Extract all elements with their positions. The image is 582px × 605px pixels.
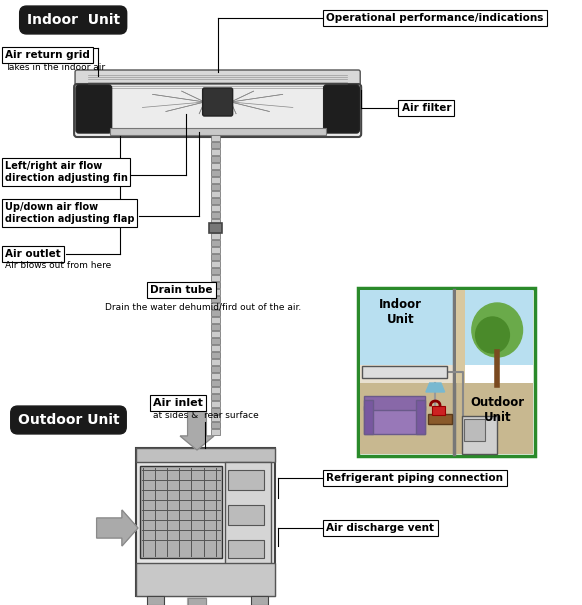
Bar bbox=[362, 366, 446, 378]
Bar bbox=[462, 416, 497, 454]
Bar bbox=[136, 448, 275, 596]
Bar bbox=[360, 365, 454, 383]
Bar bbox=[211, 296, 221, 302]
Bar bbox=[211, 422, 221, 428]
Bar bbox=[136, 448, 275, 462]
FancyBboxPatch shape bbox=[203, 88, 233, 116]
Polygon shape bbox=[97, 510, 138, 546]
Bar bbox=[211, 240, 221, 246]
Text: Refrigerant piping connection: Refrigerant piping connection bbox=[327, 473, 503, 483]
Bar bbox=[211, 331, 221, 337]
Polygon shape bbox=[180, 410, 214, 450]
Polygon shape bbox=[180, 598, 214, 605]
Bar bbox=[211, 338, 221, 344]
Bar bbox=[211, 177, 221, 183]
Bar bbox=[211, 219, 221, 225]
Bar bbox=[211, 156, 221, 162]
Bar bbox=[364, 406, 425, 434]
Bar bbox=[359, 288, 535, 456]
Bar bbox=[211, 387, 221, 393]
Bar bbox=[211, 366, 221, 372]
Text: Outdoor
Unit: Outdoor Unit bbox=[470, 396, 524, 424]
Text: Takes in the indoor air: Takes in the indoor air bbox=[5, 62, 105, 71]
Bar bbox=[211, 163, 221, 169]
Bar bbox=[364, 396, 425, 410]
Bar bbox=[211, 275, 221, 281]
Bar bbox=[416, 400, 425, 434]
Bar bbox=[136, 563, 275, 596]
Text: Air blows out from here: Air blows out from here bbox=[5, 261, 111, 270]
Text: Indoor  Unit: Indoor Unit bbox=[27, 13, 120, 27]
Bar bbox=[147, 596, 164, 605]
Bar bbox=[211, 191, 221, 197]
Bar bbox=[228, 470, 264, 490]
Bar bbox=[364, 400, 374, 434]
Bar bbox=[211, 282, 221, 288]
Bar bbox=[211, 394, 221, 400]
Text: Air discharge vent: Air discharge vent bbox=[327, 523, 434, 533]
Bar bbox=[360, 290, 533, 365]
Bar bbox=[228, 505, 264, 525]
Bar bbox=[211, 289, 221, 295]
Bar bbox=[211, 135, 221, 141]
Bar bbox=[211, 373, 221, 379]
Circle shape bbox=[475, 317, 509, 353]
FancyBboxPatch shape bbox=[74, 84, 361, 137]
Text: Air filter: Air filter bbox=[402, 103, 451, 113]
Bar bbox=[211, 254, 221, 260]
Bar bbox=[211, 212, 221, 218]
Bar bbox=[211, 408, 221, 414]
Bar bbox=[428, 414, 452, 424]
Text: Up/down air flow
direction adjusting flap: Up/down air flow direction adjusting fla… bbox=[5, 202, 134, 224]
Bar bbox=[209, 223, 222, 233]
Text: at sides &  rear surface: at sides & rear surface bbox=[153, 411, 258, 420]
Bar bbox=[228, 540, 264, 558]
Bar bbox=[464, 419, 485, 441]
Bar bbox=[110, 128, 325, 135]
Text: Air return grid: Air return grid bbox=[5, 50, 90, 60]
Bar bbox=[211, 310, 221, 316]
Bar bbox=[211, 359, 221, 365]
Bar bbox=[140, 466, 222, 558]
FancyBboxPatch shape bbox=[75, 70, 360, 92]
Bar bbox=[211, 184, 221, 190]
FancyBboxPatch shape bbox=[76, 85, 112, 133]
Text: Outdoor Unit: Outdoor Unit bbox=[17, 413, 119, 427]
Bar bbox=[456, 290, 465, 383]
Bar bbox=[211, 261, 221, 267]
Polygon shape bbox=[426, 383, 445, 392]
Bar bbox=[211, 247, 221, 253]
Bar bbox=[211, 268, 221, 274]
Bar bbox=[211, 415, 221, 421]
Text: Air outlet: Air outlet bbox=[5, 249, 61, 259]
Circle shape bbox=[472, 303, 523, 357]
Bar bbox=[360, 383, 533, 454]
Text: Drain the water dehumid/fird out of the air.: Drain the water dehumid/fird out of the … bbox=[105, 302, 301, 312]
Bar bbox=[211, 142, 221, 148]
Bar bbox=[211, 352, 221, 358]
Bar bbox=[211, 429, 221, 435]
Bar bbox=[211, 345, 221, 351]
Text: Air inlet: Air inlet bbox=[153, 398, 203, 408]
Text: Indoor
Unit: Indoor Unit bbox=[379, 298, 422, 326]
Text: Operational performance/indications: Operational performance/indications bbox=[327, 13, 544, 23]
Bar bbox=[211, 317, 221, 323]
Bar bbox=[211, 303, 221, 309]
Bar bbox=[211, 380, 221, 386]
Bar bbox=[211, 149, 221, 155]
Bar bbox=[211, 198, 221, 204]
Text: Drain tube: Drain tube bbox=[150, 285, 212, 295]
FancyBboxPatch shape bbox=[324, 85, 359, 133]
Bar bbox=[211, 401, 221, 407]
Text: Left/right air flow
direction adjusting fin: Left/right air flow direction adjusting … bbox=[5, 161, 127, 183]
Bar bbox=[211, 205, 221, 211]
Bar bbox=[211, 324, 221, 330]
Bar bbox=[431, 406, 445, 415]
Bar bbox=[211, 233, 221, 239]
Bar bbox=[211, 226, 221, 232]
Bar bbox=[211, 170, 221, 176]
Bar bbox=[251, 596, 268, 605]
Bar bbox=[225, 462, 271, 592]
